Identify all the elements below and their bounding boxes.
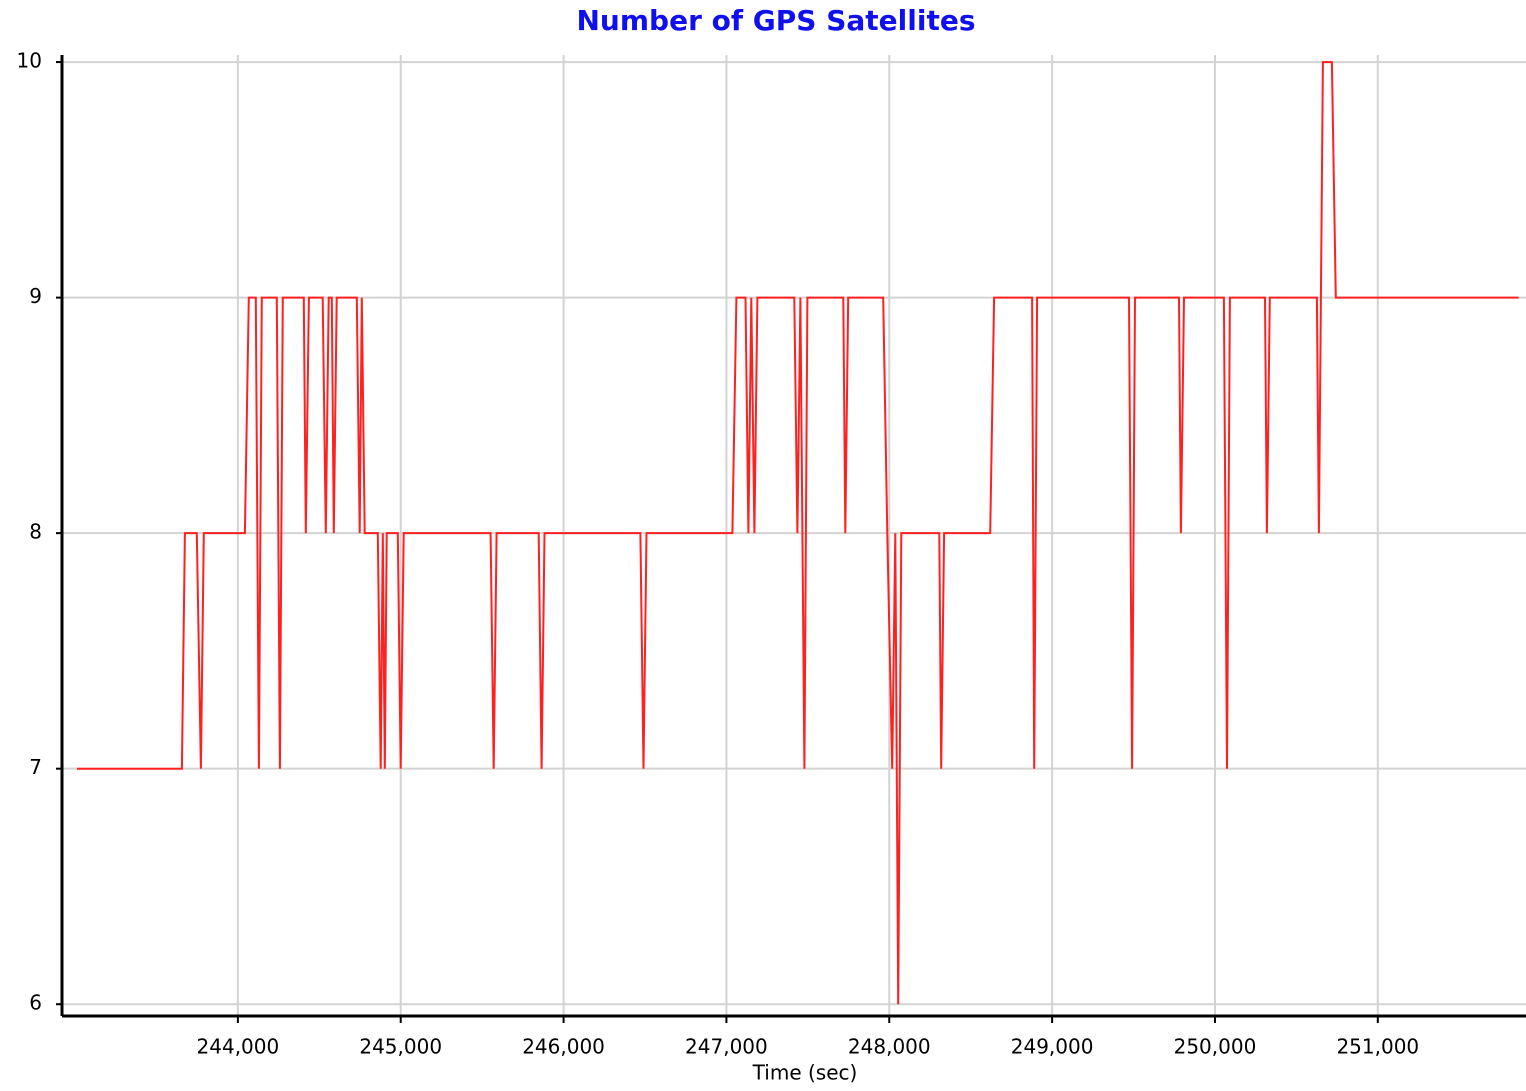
chart-title: Number of GPS Satellites <box>577 4 976 37</box>
y-tick-label: 6 <box>29 991 42 1015</box>
y-tick-label: 9 <box>29 284 42 308</box>
x-tick-label: 250,000 <box>1174 1035 1257 1059</box>
x-tick-label: 244,000 <box>197 1035 280 1059</box>
y-tick-label: 10 <box>17 49 42 73</box>
y-tick-label: 7 <box>29 755 42 779</box>
x-tick-label: 245,000 <box>359 1035 442 1059</box>
x-tick-label: 249,000 <box>1011 1035 1094 1059</box>
data-line <box>77 61 1519 1005</box>
x-tick-label: 246,000 <box>522 1035 605 1059</box>
x-tick-label: 248,000 <box>848 1035 931 1059</box>
y-tick-label: 8 <box>29 520 42 544</box>
x-tick-label: 251,000 <box>1336 1035 1419 1059</box>
x-axis-label: Time (sec) <box>752 1061 858 1085</box>
x-tick-label: 247,000 <box>685 1035 768 1059</box>
